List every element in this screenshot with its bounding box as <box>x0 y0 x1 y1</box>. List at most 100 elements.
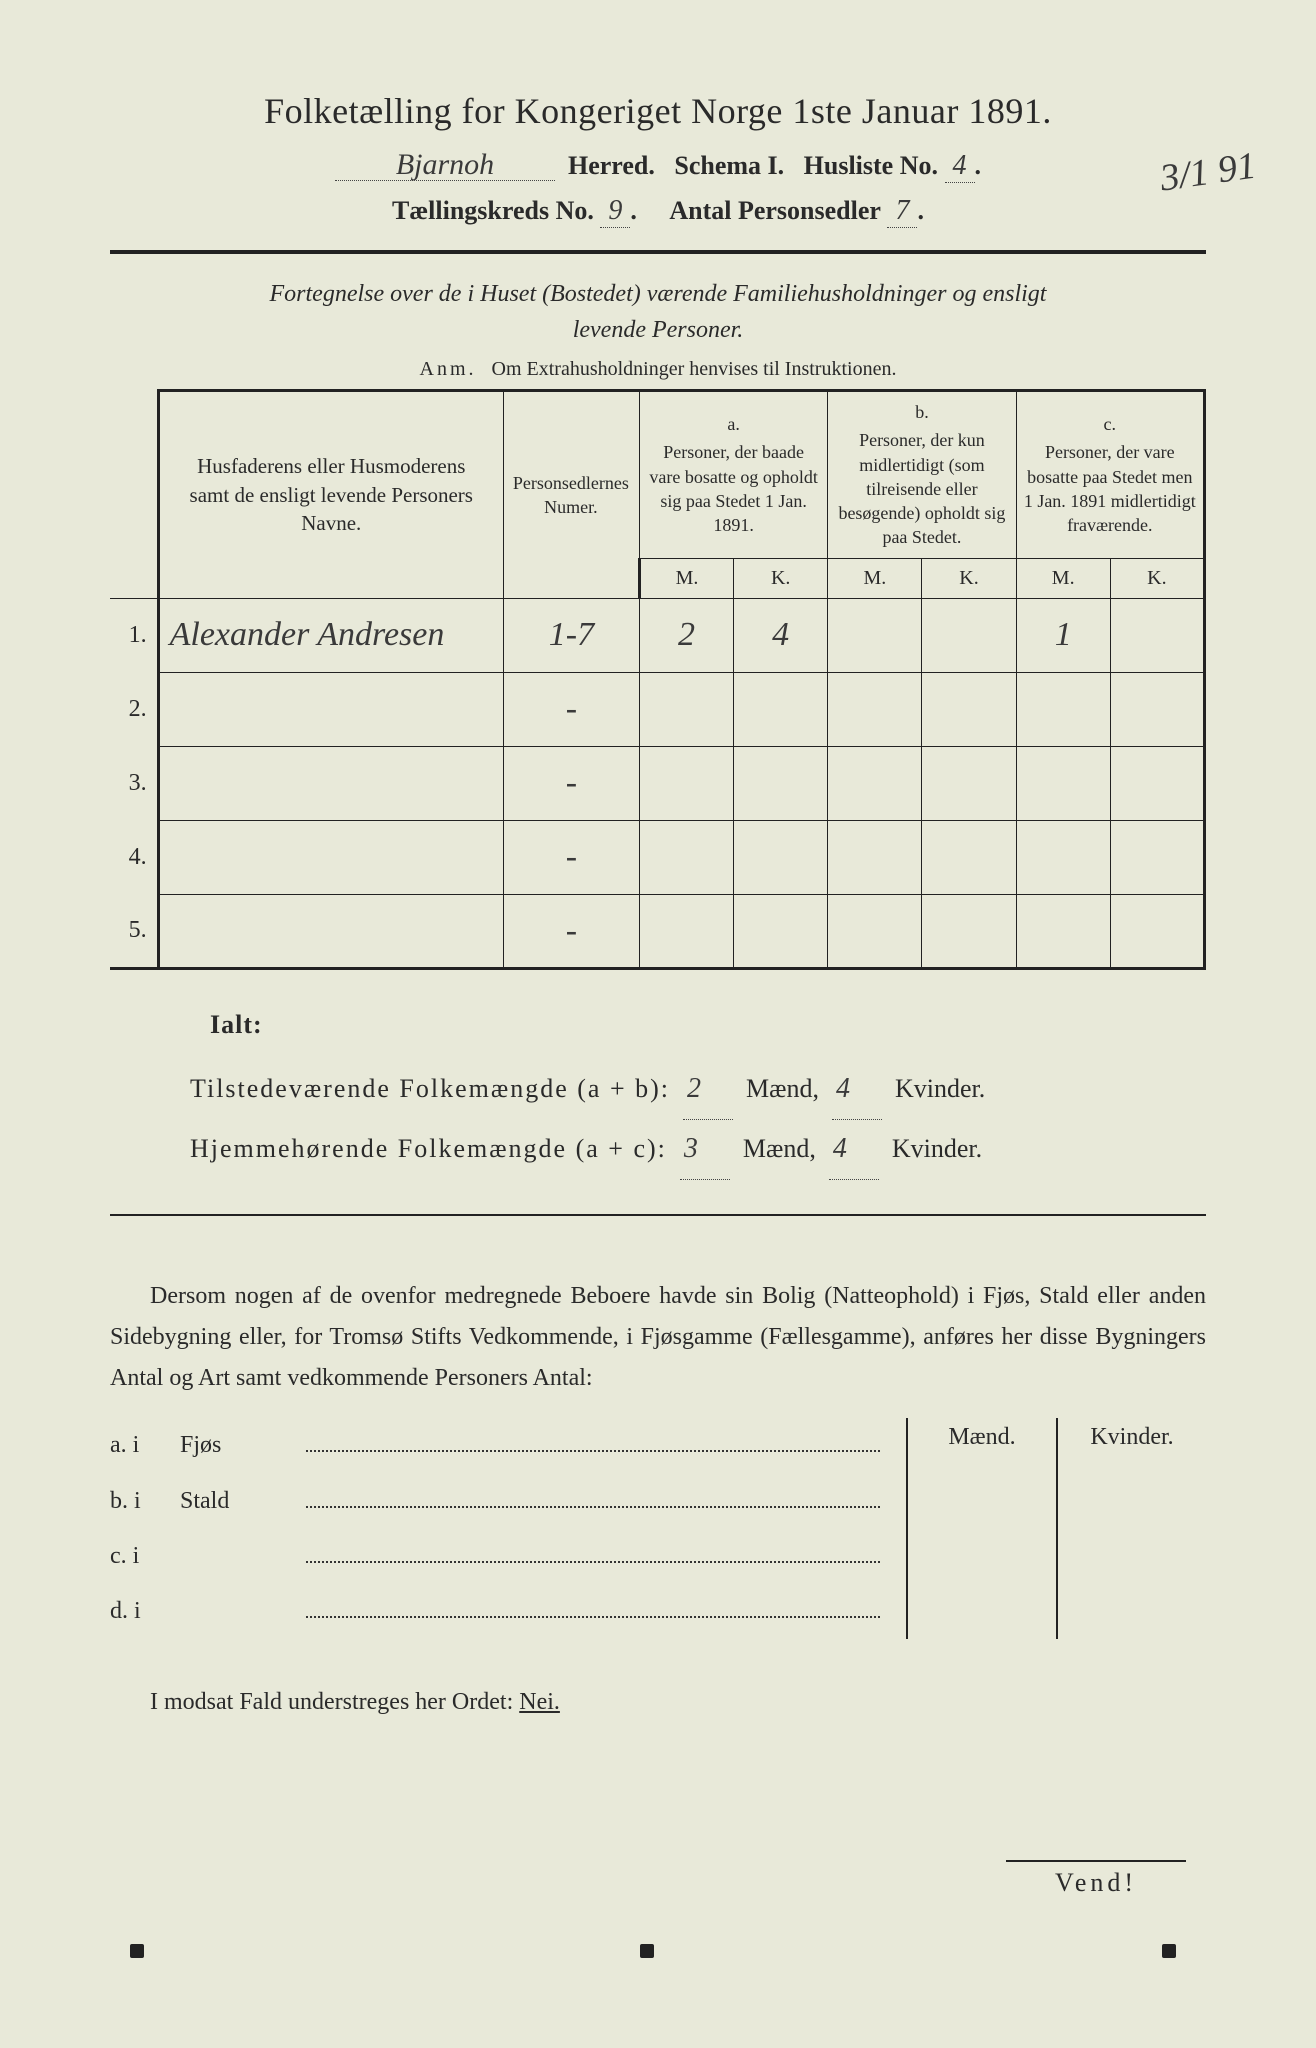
sidebygning-row-label: b. i <box>110 1474 180 1529</box>
ialt-line2: Hjemmehørende Folkemængde (a + c): 3 Mæn… <box>190 1120 1206 1180</box>
c-k-cell <box>1110 894 1204 968</box>
dotted-line <box>306 1549 880 1563</box>
col-b-text: Personer, der kun midlertidigt (som tilr… <box>838 430 1005 547</box>
table-row: 2.- <box>110 672 1205 746</box>
col-c-header: c. Personer, der vare bosatte paa Stedet… <box>1016 391 1204 559</box>
ialt-line1-k: 4 <box>832 1060 882 1120</box>
row-number: 5. <box>110 894 158 968</box>
tkreds-value: 9 <box>600 195 630 228</box>
rule-2 <box>110 1214 1206 1216</box>
b-m-cell <box>828 820 922 894</box>
name-cell <box>158 894 503 968</box>
sidebygning-row: b. iStald <box>110 1474 886 1529</box>
dotted-line <box>306 1438 880 1452</box>
col-a-letter: a. <box>646 412 821 436</box>
dersom-paragraph: Dersom nogen af de ovenfor medregnede Be… <box>110 1276 1206 1398</box>
col-c-letter: c. <box>1023 412 1197 436</box>
row-number: 4. <box>110 820 158 894</box>
numer-cell: - <box>503 746 639 820</box>
a-k-cell <box>734 672 828 746</box>
a-k-cell <box>734 820 828 894</box>
col-a-m: M. <box>639 558 733 598</box>
ialt-line2-mid: Mænd, <box>743 1134 816 1163</box>
a-m-cell <box>639 820 733 894</box>
registration-mark <box>640 1944 654 1958</box>
subtitle-line2: levende Personer. <box>573 317 744 343</box>
ialt-block: Ialt: Tilstedeværende Folkemængde (a + b… <box>190 998 1206 1180</box>
b-k-cell <box>922 746 1016 820</box>
sidebygning-col-k: Kvinder. <box>1056 1418 1206 1639</box>
table-row: 5. - <box>110 894 1205 968</box>
b-m-cell <box>828 598 922 672</box>
table-row: 3. - <box>110 746 1205 820</box>
b-k-cell <box>922 894 1016 968</box>
a-m-cell <box>639 672 733 746</box>
col-numer-header: Personsedlernes Numer. <box>503 391 639 599</box>
vend-footer: Vend! <box>1006 1860 1186 1898</box>
col-c-m: M. <box>1016 558 1110 598</box>
herred-label: Herred. <box>568 151 655 180</box>
sidebygning-row-label: c. i <box>110 1529 180 1584</box>
a-m-cell <box>639 894 733 968</box>
sidebygning-table: a. iFjøsb. iStaldc. id. i Mænd. Kvinder. <box>110 1418 1206 1639</box>
name-cell: Alexander Andresen <box>158 598 503 672</box>
subtitle-line1: Fortegnelse over de i Huset (Bostedet) v… <box>270 281 1047 307</box>
b-m-cell <box>828 746 922 820</box>
ialt-line1: Tilstedeværende Folkemængde (a + b): 2 M… <box>190 1060 1206 1120</box>
page-title: Folketælling for Kongeriget Norge 1ste J… <box>110 90 1206 132</box>
numer-cell: - <box>503 894 639 968</box>
col-names-header: Husfaderens eller Husmoderens samt de en… <box>158 391 503 599</box>
subtitle: Fortegnelse over de i Huset (Bostedet) v… <box>110 276 1206 348</box>
ialt-line2-end: Kvinder. <box>892 1134 982 1163</box>
modsat-nei: Nei. <box>519 1689 560 1715</box>
ialt-line1-pre: Tilstedeværende Folkemængde (a + b): <box>190 1074 670 1103</box>
numer-cell: - <box>503 820 639 894</box>
c-m-cell <box>1016 746 1110 820</box>
col-c-text: Personer, der vare bosatte paa Stedet me… <box>1024 442 1196 535</box>
a-k-cell <box>734 746 828 820</box>
b-k-cell <box>922 820 1016 894</box>
dotted-line <box>306 1604 880 1618</box>
c-m-cell <box>1016 820 1110 894</box>
name-cell <box>158 820 503 894</box>
col-b-header: b. Personer, der kun midlertidigt (som t… <box>828 391 1016 559</box>
col-b-m: M. <box>828 558 922 598</box>
ialt-line1-m: 2 <box>683 1060 733 1120</box>
numer-cell: 1-7 <box>503 598 639 672</box>
b-k-cell <box>922 672 1016 746</box>
husliste-value: 4 <box>945 150 975 183</box>
anm-label: Anm. <box>420 358 477 380</box>
a-k-cell <box>734 894 828 968</box>
sidebygning-row-label: a. i <box>110 1418 180 1473</box>
name-cell <box>158 672 503 746</box>
col-c-k: K. <box>1110 558 1204 598</box>
ialt-line2-k: 4 <box>829 1120 879 1180</box>
sidebygning-col-m: Mænd. <box>908 1418 1056 1639</box>
col-a-text: Personer, der baade vare bosatte og opho… <box>649 442 817 535</box>
sidebygning-row-text: Fjøs <box>180 1418 300 1473</box>
anm-text: Om Extrahusholdninger henvises til Instr… <box>492 358 897 380</box>
sidebygning-row-label: d. i <box>110 1584 180 1639</box>
registration-mark <box>130 1944 144 1958</box>
col-b-k: K. <box>922 558 1016 598</box>
c-k-cell <box>1110 672 1204 746</box>
herred-value: Bjarnoh <box>335 150 555 181</box>
antal-label: Antal Personsedler <box>669 196 881 225</box>
c-k-cell <box>1110 820 1204 894</box>
kreds-line: Tællingskreds No. 9. Antal Personsedler … <box>110 195 1206 228</box>
col-b-letter: b. <box>834 400 1009 424</box>
household-table: Husfaderens eller Husmoderens samt de en… <box>110 389 1206 970</box>
herred-line: Bjarnoh Herred. Schema I. Husliste No. 4… <box>110 150 1206 183</box>
name-cell <box>158 746 503 820</box>
b-m-cell <box>828 672 922 746</box>
col-a-k: K. <box>734 558 828 598</box>
col-a-header: a. Personer, der baade vare bosatte og o… <box>639 391 827 559</box>
schema-label: Schema I. <box>674 151 784 180</box>
a-k-cell: 4 <box>734 598 828 672</box>
a-m-cell <box>639 746 733 820</box>
ialt-line1-mid: Mænd, <box>746 1074 819 1103</box>
rule-1 <box>110 250 1206 254</box>
row-number: 1. <box>110 598 158 672</box>
c-k-cell <box>1110 746 1204 820</box>
row-number: 3. <box>110 746 158 820</box>
